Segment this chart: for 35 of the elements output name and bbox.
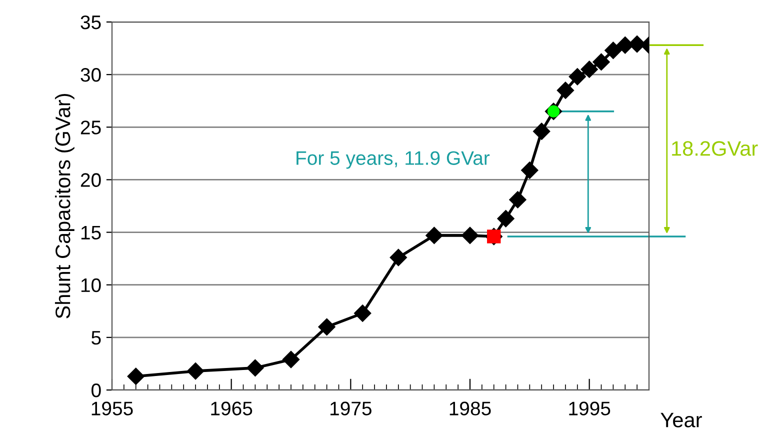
y-tick-label: 15 [81, 226, 101, 240]
point [318, 318, 336, 336]
point [509, 191, 526, 208]
y-tick-label: 35 [80, 15, 101, 30]
point [246, 359, 264, 376]
point [568, 68, 586, 86]
x-tick-label: 1965 [211, 402, 252, 416]
y-axis-title: Shunt Capacitors (GVar) [54, 94, 74, 318]
point [461, 226, 479, 244]
annotation: For 5 years, 11.9 GVar [296, 151, 490, 169]
point [580, 60, 598, 78]
point [282, 350, 300, 368]
y-tick-label: 0 [92, 383, 101, 398]
point [604, 42, 622, 59]
text: 18.2GVar [672, 141, 758, 156]
x-tick-label: 1985 [450, 402, 491, 416]
x-tick-label: 1995 [569, 402, 610, 416]
y-tick-label: 10 [81, 278, 101, 292]
point [354, 304, 372, 322]
point [390, 248, 407, 266]
x-axis-title: Year [660, 412, 702, 428]
y-tick-label: 30 [80, 68, 101, 82]
point [497, 210, 514, 228]
point [556, 82, 574, 99]
x-tick-label: 1975 [330, 402, 372, 416]
point [533, 122, 550, 140]
x-tick-label: 1955 [92, 402, 133, 416]
y-tick-label: 5 [92, 331, 101, 345]
y-tick-label: 25 [80, 120, 101, 134]
point [592, 53, 610, 71]
point [521, 162, 538, 179]
point [127, 368, 144, 385]
y-tick-label: 20 [80, 173, 101, 187]
point [186, 362, 204, 380]
point [426, 226, 443, 244]
